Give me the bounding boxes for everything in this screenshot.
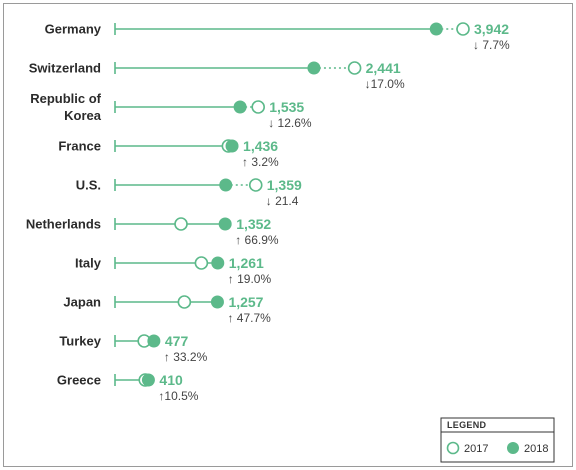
legend-2017-marker xyxy=(446,441,460,455)
point-2017 xyxy=(456,22,470,36)
point-2017 xyxy=(251,100,265,114)
country-label: France xyxy=(58,139,101,154)
country-label: Japan xyxy=(63,295,101,310)
point-2018 xyxy=(141,373,155,387)
legend-box xyxy=(440,417,555,463)
change-label: ↑ 33.2% xyxy=(164,350,208,364)
change-label: ↑10.5% xyxy=(158,389,198,403)
chart-rows: Germany 3,942↓ 7.7% Switzerland 2,441↓17.0%… xyxy=(26,21,510,403)
change-label: ↓ 7.7% xyxy=(473,38,510,52)
point-2017 xyxy=(177,295,192,309)
value-label: 1,436 xyxy=(243,138,278,154)
point-2018 xyxy=(210,295,224,309)
change-label: ↓ 21.4 xyxy=(266,194,299,208)
legend-2017-label: 2017 xyxy=(464,443,488,455)
point-2018 xyxy=(147,334,161,348)
legend: LEGEND 2017 2018 xyxy=(440,417,555,463)
point-2017 xyxy=(347,61,362,75)
value-label: 3,942 xyxy=(474,21,509,37)
point-2017 xyxy=(248,178,263,192)
country-label: Turkey xyxy=(59,334,101,349)
point-2018 xyxy=(233,100,247,114)
country-label: Korea xyxy=(64,108,102,123)
legend-2018-marker xyxy=(507,442,519,454)
point-2018 xyxy=(225,139,239,153)
value-label: 410 xyxy=(159,372,183,388)
change-label: ↑ 66.9% xyxy=(235,233,279,247)
point-2018 xyxy=(429,22,443,36)
change-label: ↑ 19.0% xyxy=(228,272,272,286)
value-label: 1,261 xyxy=(229,255,264,271)
country-label: Netherlands xyxy=(26,217,101,232)
country-label: Italy xyxy=(75,256,102,271)
country-label: U.S. xyxy=(76,178,101,193)
value-label: 477 xyxy=(165,333,189,349)
value-label: 1,352 xyxy=(236,216,271,232)
change-label: ↓17.0% xyxy=(365,77,405,91)
country-label: Germany xyxy=(45,22,102,37)
point-2018 xyxy=(218,217,232,231)
chart-frame xyxy=(3,3,573,467)
legend-2018-label: 2018 xyxy=(524,443,548,455)
change-label: ↑ 3.2% xyxy=(242,155,279,169)
value-label: 2,441 xyxy=(366,60,401,76)
point-2018 xyxy=(307,61,321,75)
point-2018 xyxy=(211,256,225,270)
country-label: Republic of xyxy=(30,91,101,106)
country-label: Switzerland xyxy=(29,61,101,76)
point-2018 xyxy=(219,178,233,192)
value-label: 1,257 xyxy=(228,294,263,310)
change-label: ↓ 12.6% xyxy=(268,116,312,130)
value-label: 1,359 xyxy=(267,177,302,193)
change-label: ↑ 47.7% xyxy=(227,311,271,325)
legend-title: LEGEND xyxy=(447,420,487,430)
point-2017 xyxy=(174,217,188,231)
country-label: Greece xyxy=(57,373,101,388)
point-2017 xyxy=(194,256,209,270)
value-label: 1,535 xyxy=(269,99,304,115)
